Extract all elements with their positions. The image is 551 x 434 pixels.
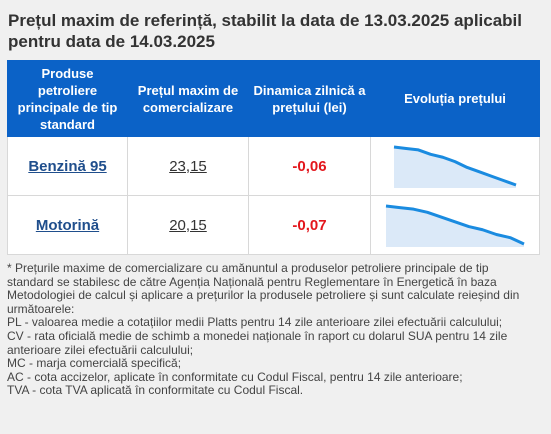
price-cell: 20,15 (127, 195, 249, 255)
footnote-pl: PL - valoarea medie a cotațiilor medii P… (7, 315, 503, 330)
dynamic-cell: -0,06 (248, 136, 371, 196)
page-title: Prețul maxim de referință, stabilit la d… (8, 11, 523, 51)
sparkline-area (394, 147, 516, 188)
header-product: Produse petroliere principale de tip sta… (7, 60, 128, 137)
price-link[interactable]: 23,15 (169, 157, 207, 175)
sparkline-line (385, 204, 525, 246)
footnote-intro: * Prețurile maxime de comercializare cu … (7, 261, 520, 316)
price-link[interactable]: 20,15 (169, 216, 207, 234)
footnote-ac: AC - cota accizelor, aplicate în conform… (7, 369, 463, 384)
header-price-evolution: Evoluția prețului (370, 60, 540, 137)
footnote-tva: TVA - cota TVA aplicată în conformitate … (7, 383, 304, 398)
dynamic-value: -0,06 (292, 157, 327, 175)
header-daily-dynamic: Dinamica zilnică a prețului (lei) (248, 60, 371, 137)
footnote-cv: CV - rata oficială medie de schimb a mon… (7, 328, 508, 357)
price-cell: 23,15 (127, 136, 249, 196)
sparkline-line (393, 145, 517, 187)
table-row: Benzină 95 23,15 -0,06 (7, 136, 540, 196)
price-table: Produse petroliere principale de tip sta… (7, 60, 540, 255)
product-link-benzina-95[interactable]: Benzină 95 (28, 157, 107, 175)
price-trend-sparkline (385, 204, 525, 247)
trend-cell (370, 136, 540, 196)
footnotes: * Prețurile maxime de comercializare cu … (7, 261, 529, 398)
trend-cell (370, 195, 540, 255)
product-cell: Benzină 95 (7, 136, 128, 196)
product-link-motorina[interactable]: Motorină (35, 216, 100, 234)
sparkline-area (386, 206, 524, 247)
dynamic-cell: -0,07 (248, 195, 371, 255)
footnote-mc: MC - marja comercială specifică; (7, 356, 182, 371)
header-max-price: Prețul maxim de comercializare (127, 60, 249, 137)
price-trend-sparkline (393, 145, 517, 188)
product-cell: Motorină (7, 195, 128, 255)
table-header-row: Produse petroliere principale de tip sta… (7, 60, 540, 137)
table-row: Motorină 20,15 -0,07 (7, 195, 540, 255)
dynamic-value: -0,07 (292, 216, 327, 234)
